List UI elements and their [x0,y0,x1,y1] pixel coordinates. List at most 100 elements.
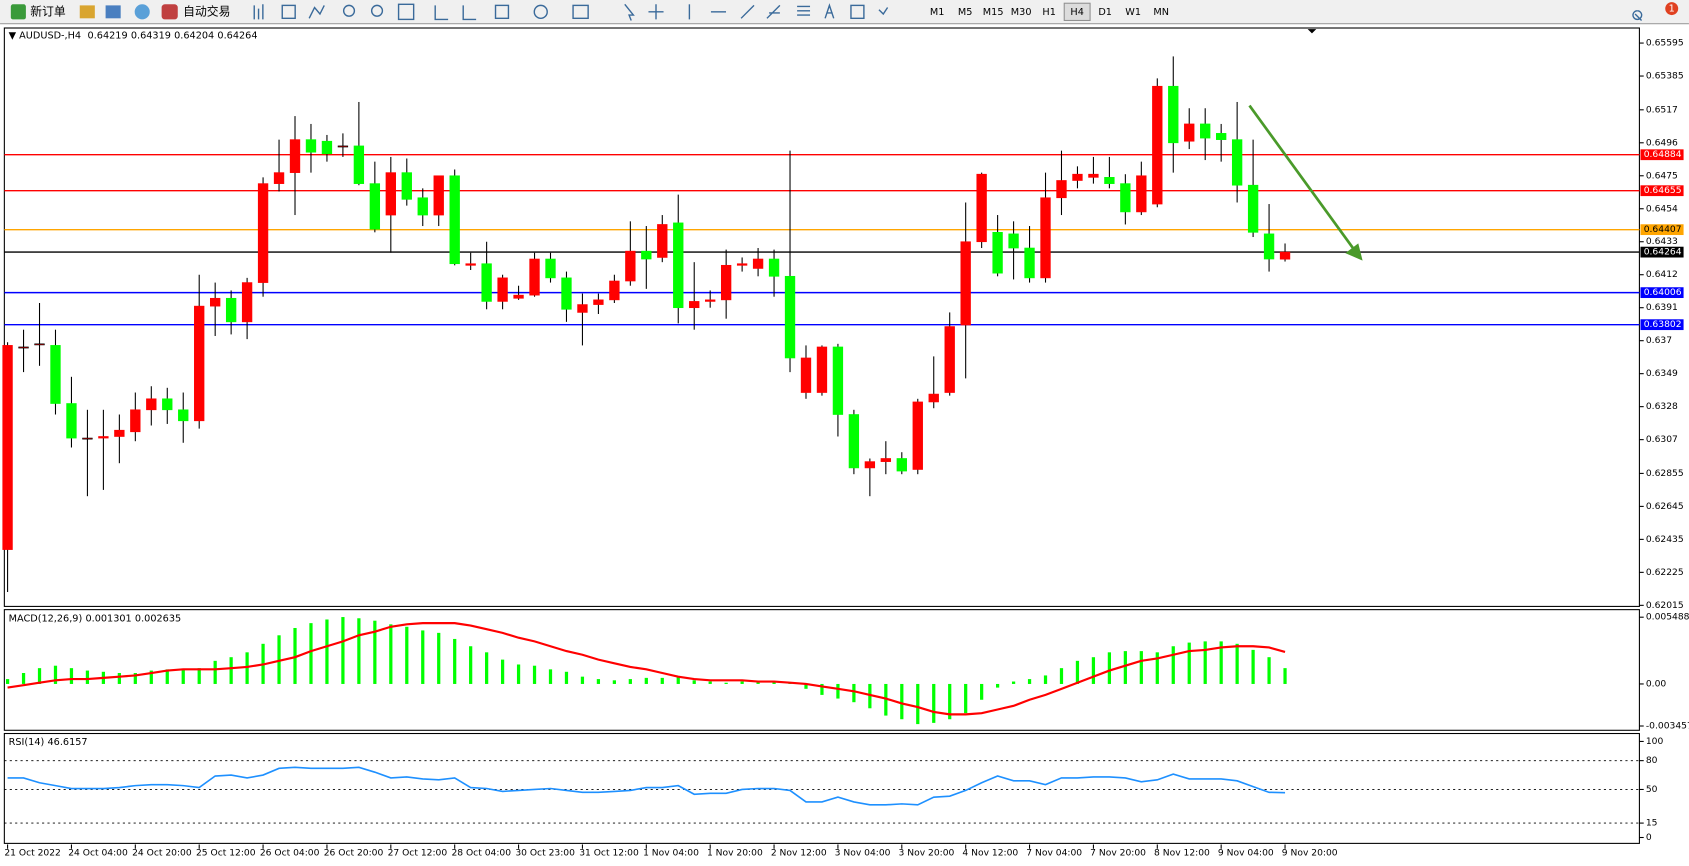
new-order-button[interactable]: 新订单 [30,4,66,18]
candle-body [1104,177,1115,184]
timeframe-label[interactable]: M15 [983,7,1004,18]
candle-body [1279,251,1291,260]
chart-shift[interactable] [462,5,477,21]
timeframe-label[interactable]: M1 [930,7,945,18]
macd-bar [868,683,872,709]
macd-bar [516,664,521,684]
timeframe-label[interactable]: M30 [1011,7,1032,18]
macd-bar [596,679,601,684]
timeframe-label[interactable]: H1 [1042,7,1055,18]
toolbar-icon[interactable] [79,5,95,19]
indicators[interactable] [494,4,510,20]
price-tag [1640,246,1684,258]
candle-body [433,175,444,216]
candle-body [321,140,333,155]
macd-bar [548,669,553,684]
periods[interactable] [533,4,548,20]
timeframe-label[interactable]: M5 [958,7,973,18]
candle-body [1215,133,1227,140]
macd-bar [437,632,441,684]
candle-body [912,401,923,470]
y-tick-label: 80 [1646,756,1658,766]
candle-body [66,403,77,439]
candle-body [752,258,764,269]
price-tag [1640,185,1684,197]
arrow-shaft [1248,104,1357,252]
x-tick-label: 7 Nov 04:00 [1026,849,1082,859]
candle-body [114,429,125,437]
main-header: ▼ AUDUSD-,H4 0.64219 0.64319 0.64204 0.64264 [9,31,258,42]
x-tick-label: 21 Oct 2022 [4,849,61,859]
candle-body [1200,123,1211,139]
x-tick-label: 4 Nov 12:00 [962,849,1018,859]
candle-body [1008,233,1019,249]
candle-body [992,231,1003,274]
macd-bar [628,679,632,684]
rsi-header: RSI(14) 46.6157 [9,737,88,748]
text-label[interactable] [850,4,865,20]
autoscroll[interactable] [434,5,449,21]
candle-body [1136,175,1147,213]
macd-bar [421,630,425,684]
text-tool[interactable] [824,3,835,19]
alert-badge[interactable] [1665,2,1679,16]
templates[interactable] [572,4,589,20]
candle-tool[interactable] [281,4,296,20]
candle-body [289,139,301,173]
macd-bar [197,668,201,684]
macd-bar [1155,652,1159,684]
macd-header: MACD(12,26,9) 0.001301 0.002635 [9,613,182,624]
toolbar-icon[interactable] [105,5,121,19]
candle-body [257,183,269,283]
auto-trading-icon[interactable] [161,4,178,20]
x-tick-label: 24 Oct 04:00 [68,849,128,859]
trendline[interactable] [740,4,755,19]
candle-body [976,173,987,243]
candle-body [225,297,237,323]
arrow-head [1345,243,1363,261]
macd-bar [1043,675,1048,684]
search[interactable] [1632,10,1643,21]
arrows[interactable] [878,7,889,16]
zoom-in[interactable] [342,4,356,17]
toolbar-icon[interactable] [134,4,150,20]
channel[interactable] [766,4,781,19]
fibonacci[interactable] [797,5,811,16]
line-chart-tool[interactable] [308,5,325,19]
y-tick-label: 100 [1646,737,1664,747]
new-order-icon[interactable] [10,4,26,20]
y-tick-label: 0.005488 [1646,613,1689,623]
candle-body [1056,180,1067,199]
timeframe-button[interactable] [1063,2,1091,22]
candle-body [449,175,460,265]
candle-body [1120,183,1131,213]
candle-body [18,346,29,349]
macd-bar [1219,641,1223,684]
macd-bar [1091,657,1096,684]
candle-body [305,139,317,153]
auto-trading-button[interactable]: 自动交易 [183,4,230,18]
candle-body [146,398,157,411]
timeframe-label[interactable]: MN [1153,7,1169,18]
signal-value: 0.002635 [135,613,181,624]
timeframe-label[interactable]: H4 [1070,7,1083,18]
macd-bar [724,682,728,684]
cursor[interactable] [624,3,635,21]
macd-bar [916,683,920,725]
macd-bar [836,683,840,699]
macd-bar [37,668,42,684]
timeframe-label[interactable]: W1 [1125,7,1141,18]
timeframe-label[interactable]: D1 [1098,7,1112,18]
crosshair[interactable] [648,4,664,20]
x-tick-label: 28 Oct 04:00 [451,849,511,859]
zoom-out[interactable] [370,4,384,17]
candle-body [369,183,381,230]
tile-windows[interactable] [397,3,415,21]
bar-chart-tool[interactable] [253,4,264,20]
candle-body [1088,173,1099,178]
macd-bar [149,670,153,684]
x-tick-label: 9 Nov 20:00 [1282,849,1338,859]
macd-bar [500,659,505,684]
macd-bar [1171,646,1175,684]
x-tick-label: 1 Nov 04:00 [643,849,699,859]
